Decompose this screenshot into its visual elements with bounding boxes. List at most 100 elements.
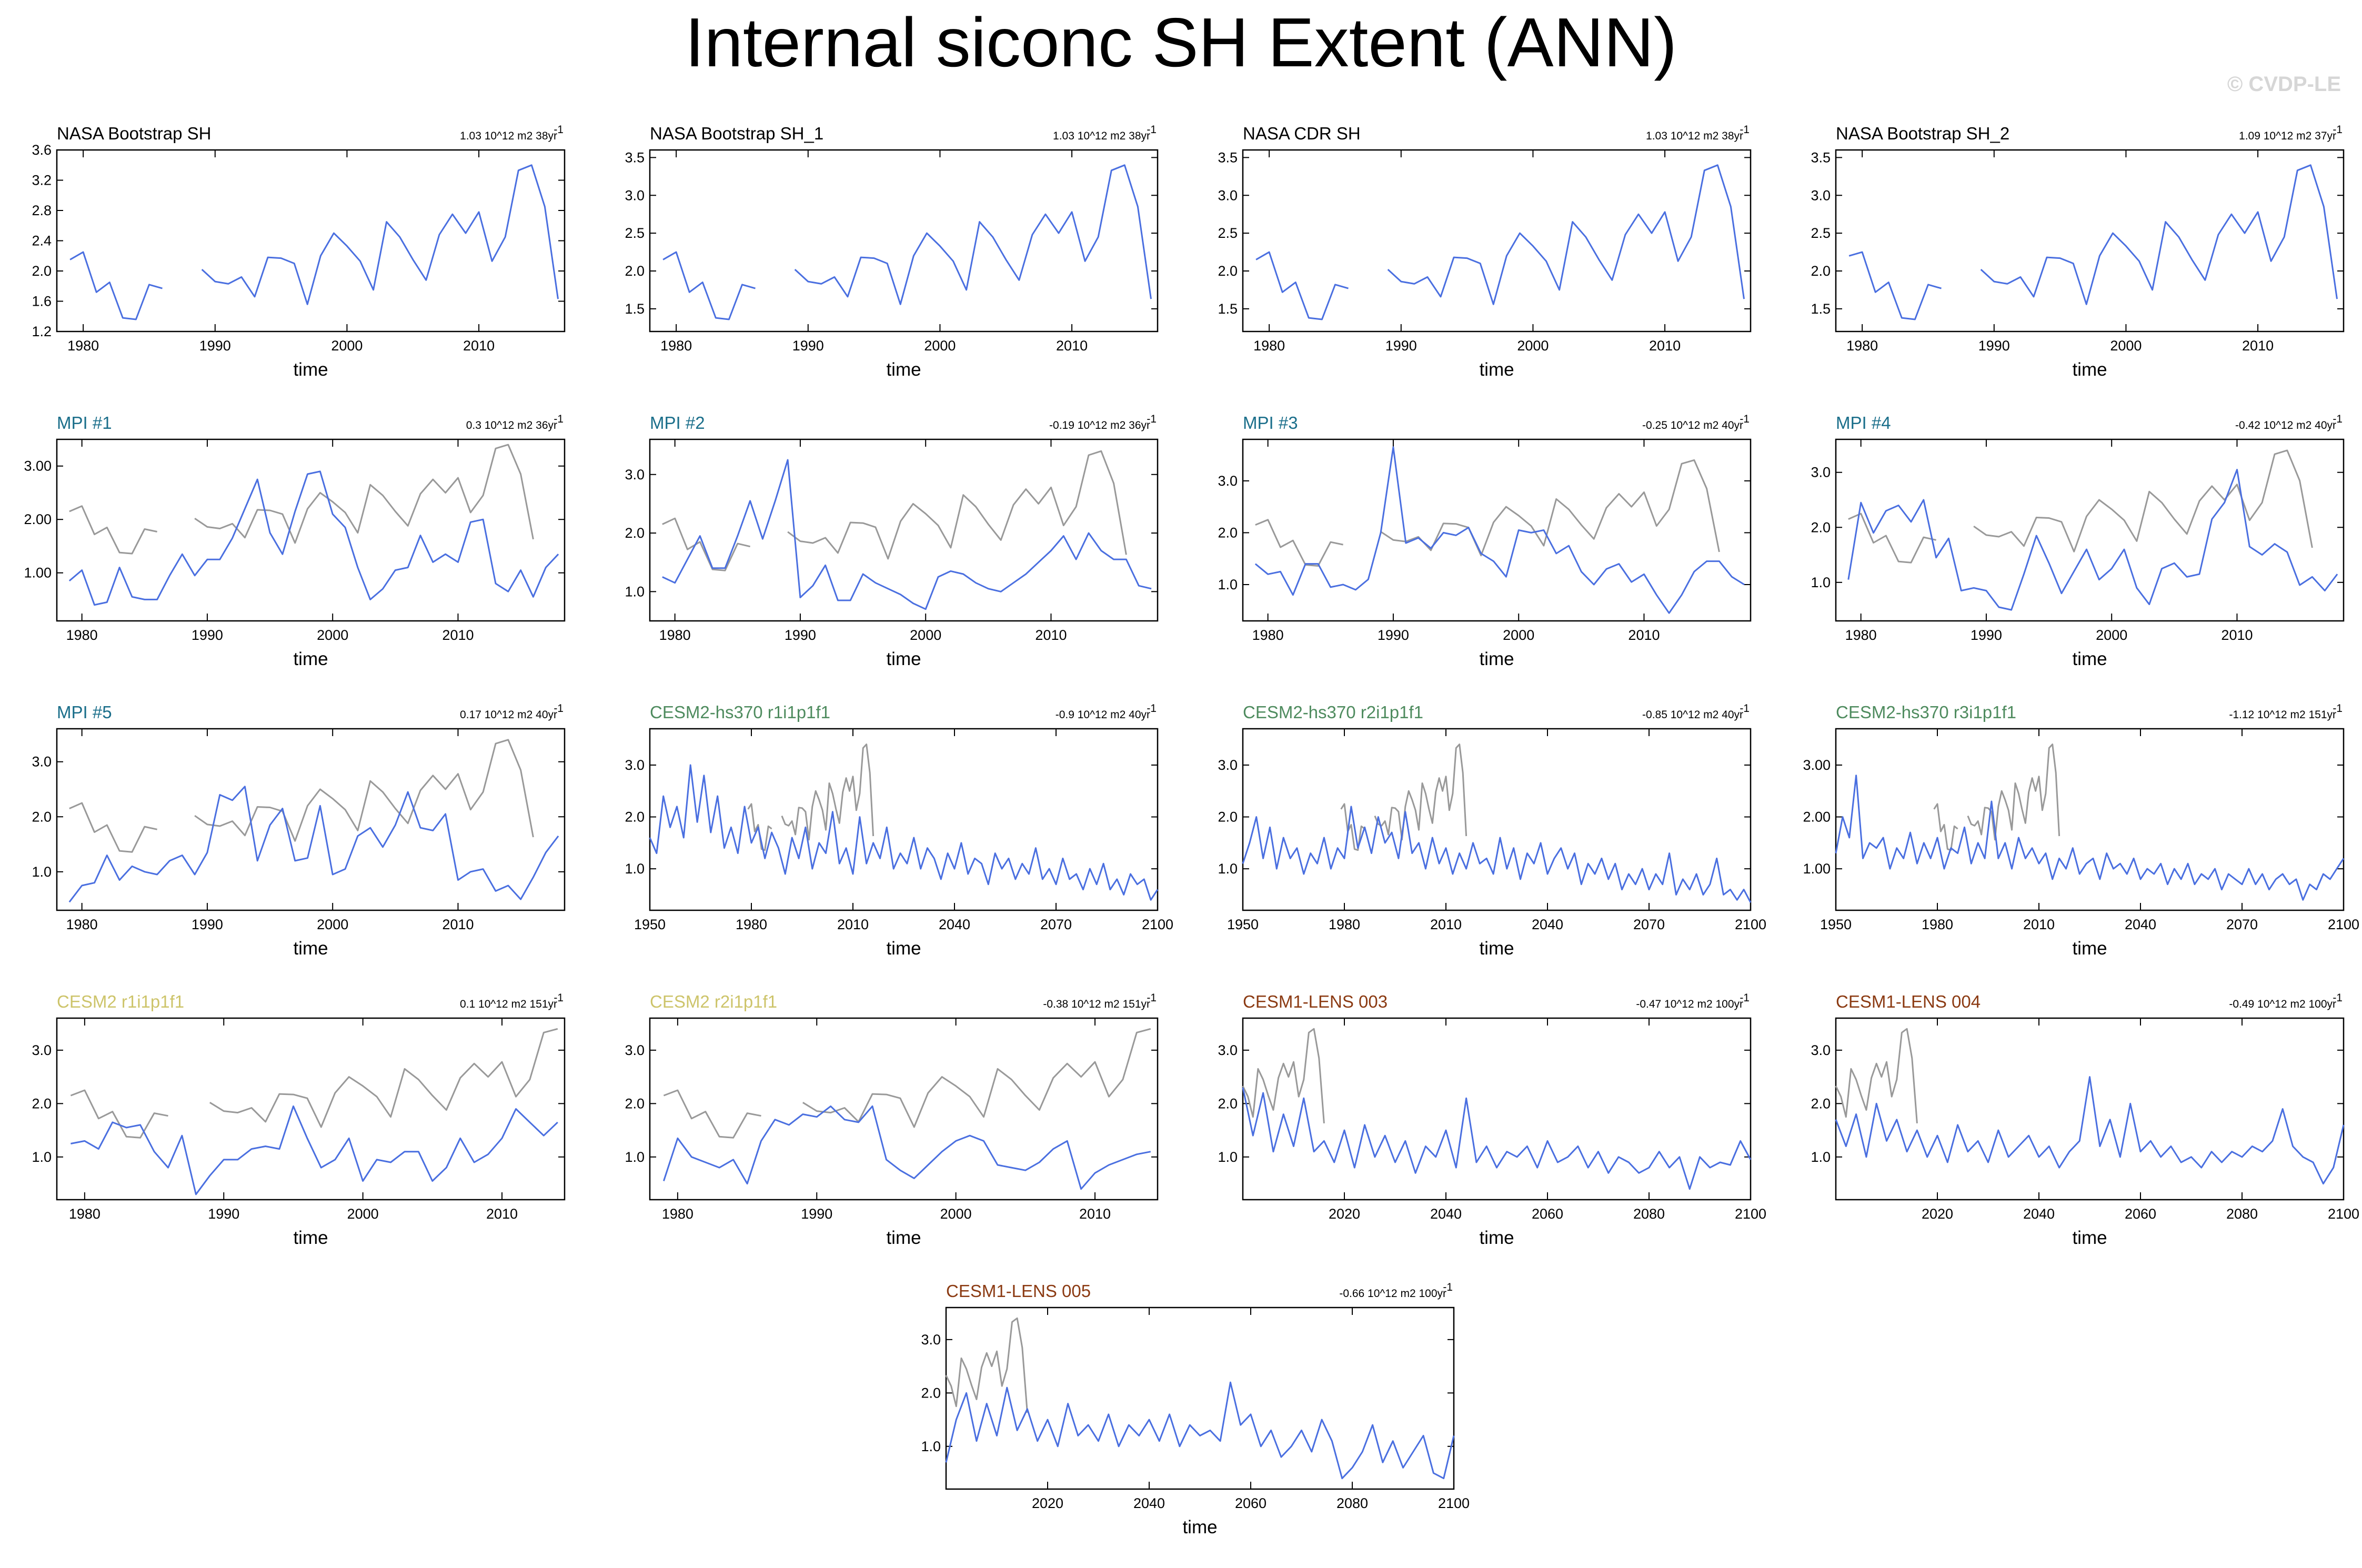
y-tick-label: 1.5 [625, 301, 645, 317]
observation-series-line [1255, 459, 1720, 567]
trend-exponent: -1 [1740, 702, 1750, 715]
model-series-line [649, 764, 1159, 901]
y-tick-label: 2.0 [32, 263, 52, 279]
plot-frame [56, 728, 566, 911]
plot-frame [649, 1017, 1159, 1201]
y-tick-label: 2.0 [1811, 519, 1831, 535]
y-tick-label: 1.6 [32, 294, 52, 309]
model-series-line [1835, 775, 2345, 901]
panel-title: MPI #1 [57, 413, 112, 433]
plot-frame [1242, 728, 1752, 911]
y-tick-label: 1.0 [625, 1149, 645, 1165]
x-tick-label: 1980 [660, 338, 692, 354]
model-series-line [662, 1105, 1151, 1190]
x-tick-label: 2070 [1040, 917, 1072, 932]
x-tick-label: 1980 [66, 917, 98, 932]
x-tick-label: 1990 [1971, 627, 2002, 643]
plot-frame [1242, 149, 1752, 333]
chart-panel: CESM1-LENS 004 -0.49 10^12 m2 100yr-1 1.0 2… [1811, 992, 2359, 1248]
y-tick-label: 2.0 [625, 809, 645, 825]
x-tick-label: 1980 [1922, 917, 1953, 932]
trend-exponent: -1 [1740, 413, 1750, 425]
x-tick-label: 2010 [1079, 1206, 1111, 1222]
y-tick-label: 2.0 [1218, 263, 1238, 279]
panel-trend: 1.09 10^12 m2 37yr [2239, 130, 2336, 142]
x-tick-label: 1980 [1845, 627, 1877, 643]
observation-series-line [69, 444, 534, 555]
panel-trend: 0.3 10^12 m2 36yr [466, 419, 557, 431]
y-tick-label: 2.0 [1218, 525, 1238, 540]
panel-trend: -0.85 10^12 m2 40yr [1642, 709, 1743, 721]
x-tick-label: 2100 [1142, 917, 1173, 932]
model-series-line [662, 459, 1152, 610]
x-tick-label: 2010 [463, 338, 495, 354]
x-axis-label: time [2072, 359, 2107, 380]
chart-panel: CESM2-hs370 r2i1p1f1 -0.85 10^12 m2 40yr-… [1218, 702, 1766, 959]
trend-exponent: -1 [1740, 124, 1750, 136]
panel-trend: 1.03 10^12 m2 38yr [1053, 130, 1150, 142]
x-tick-label: 2060 [2125, 1206, 2156, 1222]
y-tick-label: 1.0 [32, 1149, 52, 1165]
chart-panel: MPI #3 -0.25 10^12 m2 40yr-1 1.0 2.0 3.0 1980… [1218, 413, 1752, 669]
chart-panel: NASA CDR SH 1.03 10^12 m2 38yr-1 1.5 2.0 2.5… [1218, 124, 1752, 380]
y-tick-label: 3.0 [625, 187, 645, 203]
y-tick-label: 1.00 [1803, 861, 1831, 877]
y-tick-label: 1.0 [1218, 1149, 1238, 1165]
x-tick-label: 2000 [940, 1206, 972, 1222]
y-tick-label: 2.00 [1803, 809, 1831, 825]
x-tick-label: 2040 [2023, 1206, 2055, 1222]
chart-panel: CESM2 r2i1p1f1 -0.38 10^12 m2 151yr-1 1.0 2… [625, 992, 1159, 1248]
x-tick-label: 2070 [1633, 917, 1665, 932]
panel-trend: -0.49 10^12 m2 100yr [2229, 998, 2336, 1010]
watermark: © CVDP-LE [2227, 73, 2341, 96]
chart-panel: CESM2-hs370 r3i1p1f1 -1.12 10^12 m2 151yr… [1803, 702, 2359, 959]
y-tick-label: 3.5 [1218, 149, 1238, 165]
model-series-line [1242, 1087, 1752, 1190]
y-tick-label: 2.0 [625, 1095, 645, 1111]
chart-panel: CESM2 r1i1p1f1 0.1 10^12 m2 151yr-1 1.0 2.0… [32, 992, 566, 1248]
x-tick-label: 2070 [2226, 917, 2258, 932]
x-tick-label: 2100 [1438, 1495, 1470, 1511]
x-axis-label: time [886, 359, 921, 380]
observation-series-line [69, 739, 534, 853]
x-tick-label: 1990 [1378, 627, 1409, 643]
x-tick-label: 1980 [69, 1206, 100, 1222]
model-series-line [69, 164, 559, 320]
x-axis-label: time [886, 649, 921, 669]
y-tick-label: 2.0 [1218, 809, 1238, 825]
x-tick-label: 2000 [1503, 627, 1534, 643]
model-series-line [1848, 164, 2338, 320]
plot-frame [1835, 728, 2345, 911]
y-tick-label: 1.0 [1811, 1149, 1831, 1165]
panel-title: CESM2-hs370 r2i1p1f1 [1243, 702, 1423, 722]
chart-panel: CESM1-LENS 005 -0.66 10^12 m2 100yr-1 1.0 2… [921, 1281, 1470, 1537]
observation-series-line [945, 1317, 1028, 1413]
panel-trend: 1.03 10^12 m2 38yr [1646, 130, 1743, 142]
x-tick-label: 2010 [2221, 627, 2253, 643]
y-tick-label: 2.0 [625, 525, 645, 541]
observation-series-line [1848, 449, 2313, 564]
x-tick-label: 2000 [924, 338, 956, 354]
panel-title: CESM2 r1i1p1f1 [57, 992, 184, 1011]
x-tick-label: 2020 [1032, 1495, 1063, 1511]
x-tick-label: 1980 [66, 627, 98, 643]
model-series-line [662, 164, 1152, 320]
model-series-line [1835, 1076, 2345, 1185]
x-axis-label: time [886, 938, 921, 959]
y-tick-label: 3.0 [1811, 465, 1831, 480]
x-tick-label: 1980 [67, 338, 99, 354]
trend-exponent: -1 [2333, 124, 2343, 136]
x-tick-label: 2010 [2023, 917, 2055, 932]
panel-title: NASA Bootstrap SH_1 [650, 124, 823, 143]
chart-panel: CESM2-hs370 r1i1p1f1 -0.9 10^12 m2 40yr-1… [625, 702, 1173, 959]
trend-exponent: -1 [2333, 702, 2343, 715]
y-tick-label: 1.0 [625, 584, 645, 599]
panel-title: MPI #3 [1243, 413, 1298, 433]
y-tick-label: 3.6 [32, 142, 52, 158]
panel-trend: -0.47 10^12 m2 100yr [1636, 998, 1743, 1010]
y-tick-label: 2.4 [32, 233, 52, 249]
y-tick-label: 2.0 [625, 263, 645, 279]
x-tick-label: 1980 [1329, 917, 1360, 932]
y-tick-label: 1.5 [1811, 301, 1831, 317]
